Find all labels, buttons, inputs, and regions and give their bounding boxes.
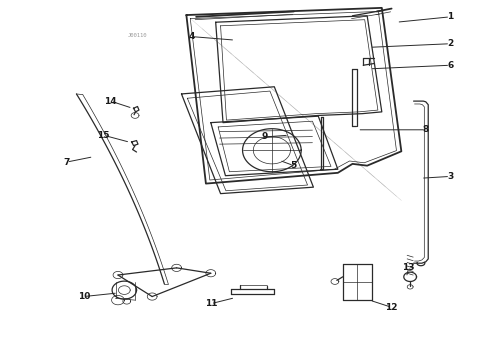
- Text: 2: 2: [447, 39, 453, 48]
- Text: J00110: J00110: [128, 33, 147, 39]
- Text: 6: 6: [447, 61, 453, 70]
- Text: 4: 4: [188, 32, 195, 41]
- Text: 9: 9: [261, 132, 268, 141]
- Text: 7: 7: [64, 158, 70, 167]
- Text: 15: 15: [97, 131, 110, 140]
- Text: 11: 11: [204, 299, 217, 308]
- Text: 1: 1: [447, 12, 453, 21]
- Text: 8: 8: [423, 125, 429, 134]
- Text: 10: 10: [77, 292, 90, 301]
- Text: 3: 3: [447, 172, 453, 181]
- Text: 13: 13: [402, 264, 415, 273]
- Text: 5: 5: [291, 161, 297, 170]
- Text: 14: 14: [104, 96, 117, 105]
- Text: 12: 12: [385, 303, 398, 312]
